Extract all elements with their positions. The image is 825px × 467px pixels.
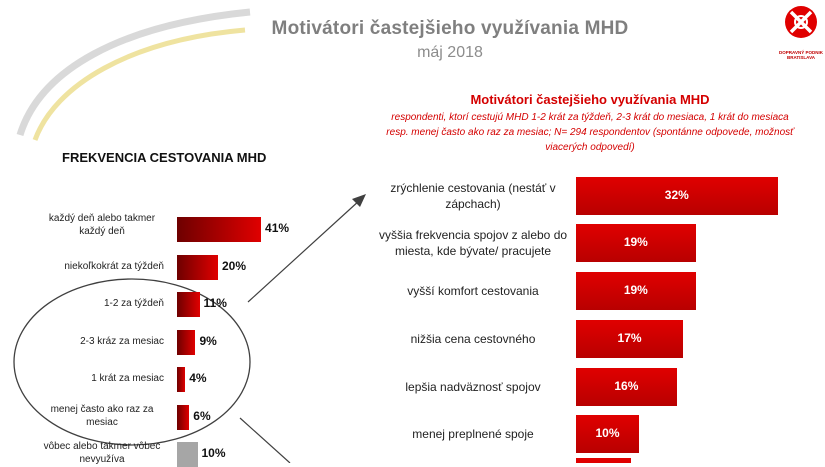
logo-text-line2: BRATISLAVA: [787, 55, 815, 60]
motivator-bar: [576, 224, 696, 262]
motivator-value-label: 17%: [617, 331, 642, 345]
motivator-value-label: 19%: [623, 283, 648, 297]
logo-text: DOPRAVNÝ PODNIK BRATISLAVA: [777, 50, 825, 60]
frequency-category-label: niekoľkokrát za týždeň: [64, 261, 164, 272]
left-chart-title: FREKVENCIA CESTOVANIA MHD: [62, 150, 267, 165]
motivator-bar: [576, 272, 696, 310]
motivator-bar: [576, 320, 684, 358]
frequency-bar: [177, 329, 196, 355]
frequency-category-label: 1 krát za mesiac: [91, 373, 164, 384]
frequency-bar: [177, 441, 198, 467]
frequency-value-label: 11%: [203, 296, 227, 310]
frequency-category-label: každý deň alebo takmer každý deň: [48, 213, 156, 237]
arrow-line-up: [247, 199, 361, 303]
motivator-category-label: menej preplnené spoje: [412, 427, 534, 441]
motivator-category-label: nižšia cena cestovného: [410, 332, 536, 346]
frequency-value-label: 10%: [201, 446, 226, 460]
motivator-value-label: 16%: [614, 379, 639, 393]
highlight-oval: [13, 278, 251, 446]
frequency-value-label: 41%: [265, 221, 290, 235]
right-chart-note: respondenti, ktorí cestujú MHD 1-2 krát …: [386, 112, 794, 153]
swoosh-gray-decoration: [16, 8, 251, 137]
motivator-bar: [576, 177, 778, 215]
frequency-bar: [177, 216, 262, 242]
frequency-value-label: 6%: [193, 409, 211, 423]
frequency-bar: [177, 404, 190, 430]
dpb-logo: DOPRAVNÝ PODNIK BRATISLAVA: [777, 0, 825, 70]
motivator-bar: [576, 415, 639, 453]
motivator-value-label: 10%: [595, 426, 620, 440]
logo-text-line1: DOPRAVNÝ PODNIK: [779, 50, 823, 55]
frequency-category-label: 1-2 za týždeň: [103, 298, 164, 309]
swoosh-yellow-decoration: [32, 27, 246, 141]
arrow-line-down: [239, 417, 291, 463]
frequency-value-label: 20%: [222, 259, 247, 273]
motivator-category-label: vyšší komfort cestovania: [407, 284, 539, 298]
arrow-head-icon: [352, 194, 366, 207]
frequency-category-label: menej často ako raz za mesiac: [50, 404, 154, 428]
motivator-bar-cutoff: [576, 458, 631, 463]
frequency-category-label: 2-3 kráz za mesiac: [80, 336, 164, 347]
motivator-value-label: 32%: [664, 188, 689, 202]
frequency-value-label: 4%: [189, 371, 207, 385]
page-title: Motivátori častejšieho využívania MHD: [271, 18, 629, 39]
motivator-category-label: zrýchlenie cestovania (nestáť v zápchach…: [390, 181, 556, 211]
frequency-bar: [177, 291, 200, 317]
frequency-category-label: vôbec alebo takmer vôbec nevyužíva: [43, 441, 161, 465]
right-chart-title: Motivátori častejšieho využívania MHD: [470, 92, 710, 107]
page-subtitle: máj 2018: [417, 44, 483, 61]
motivator-category-label: lepšia nadväznosť spojov: [405, 380, 541, 394]
frequency-bar: [177, 366, 186, 392]
frequency-bar: [177, 254, 218, 280]
motivator-value-label: 19%: [623, 235, 648, 249]
logo-mark-icon: [785, 6, 817, 38]
motivator-bar: [576, 368, 677, 406]
frequency-value-label: 9%: [199, 334, 217, 348]
motivator-category-label: vyššia frekvencia spojov z alebo do mies…: [378, 228, 568, 258]
